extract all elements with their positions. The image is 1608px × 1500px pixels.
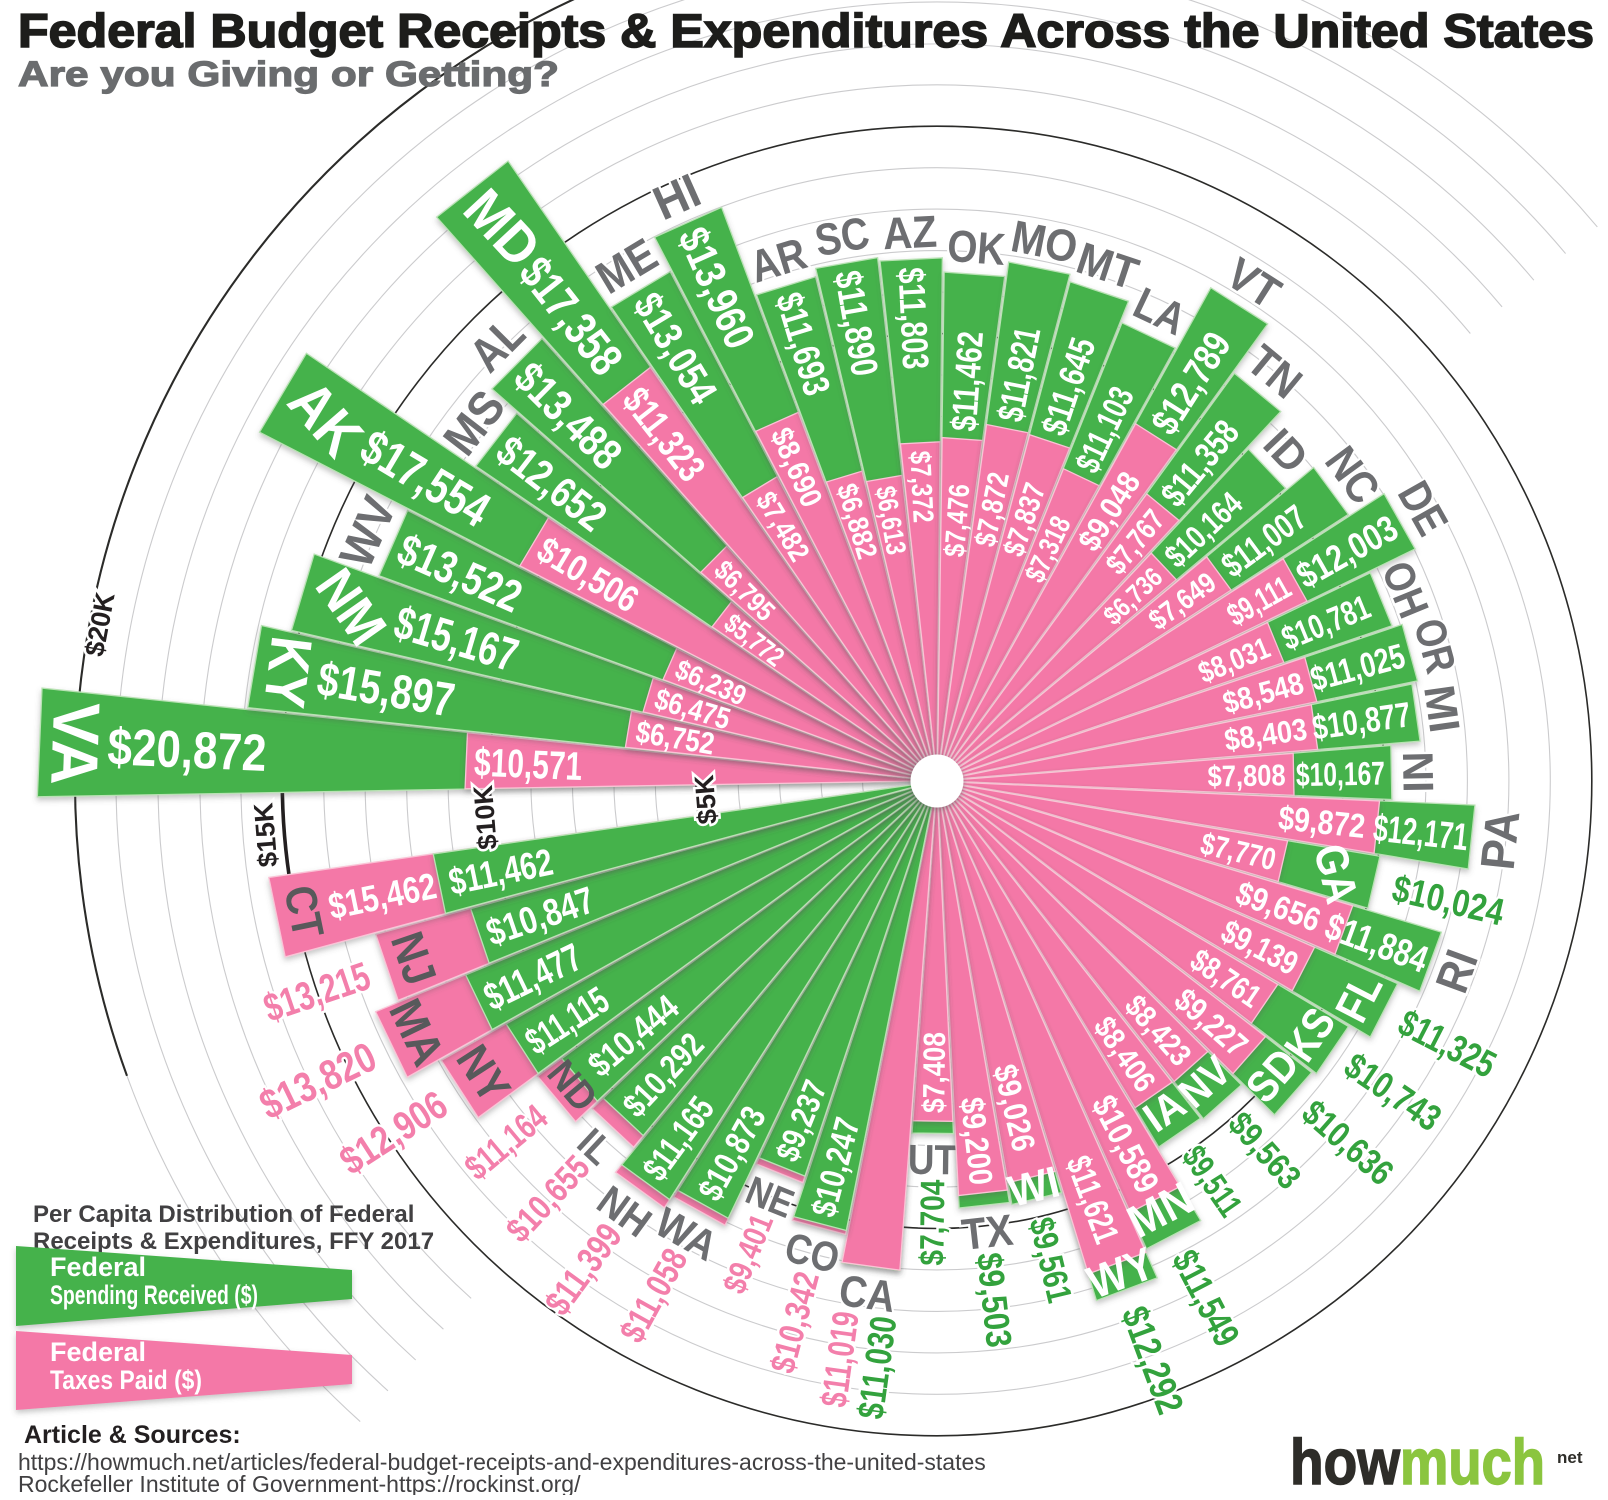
svg-text:Federal: Federal <box>50 1337 146 1367</box>
svg-text:$11,462: $11,462 <box>943 330 991 433</box>
svg-text:SC: SC <box>811 207 873 267</box>
svg-text:CT: CT <box>274 881 333 942</box>
svg-text:KY: KY <box>251 633 324 711</box>
svg-text:$10K: $10K <box>468 783 503 850</box>
svg-text:Spending Received ($): Spending Received ($) <box>50 1280 258 1310</box>
svg-text:$7,808: $7,808 <box>1207 759 1286 793</box>
svg-text:net: net <box>1557 1448 1583 1467</box>
svg-text:$7,476: $7,476 <box>939 483 976 558</box>
svg-text:Receipts & Expenditures, FFY 2: Receipts & Expenditures, FFY 2017 <box>33 1228 434 1255</box>
svg-text:WI: WI <box>1003 1157 1064 1216</box>
svg-text:$7,704: $7,704 <box>913 1179 952 1266</box>
svg-text:PA: PA <box>1472 808 1531 872</box>
svg-text:AZ: AZ <box>882 206 938 260</box>
svg-text:IN: IN <box>1394 751 1443 793</box>
svg-text:MI: MI <box>1414 682 1468 735</box>
svg-text:Federal: Federal <box>50 1252 146 1282</box>
svg-text:$10,571: $10,571 <box>473 741 583 790</box>
svg-text:$9,872: $9,872 <box>1276 799 1366 846</box>
svg-text:OK: OK <box>946 220 1008 275</box>
svg-text:how: how <box>1290 1426 1400 1495</box>
svg-text:$11,019: $11,019 <box>813 1309 867 1410</box>
svg-text:UT: UT <box>908 1136 958 1184</box>
svg-text:$7,408: $7,408 <box>916 1032 952 1113</box>
svg-text:Per Capita Distribution of Fed: Per Capita Distribution of Federal <box>33 1201 414 1228</box>
svg-text:much: much <box>1400 1426 1545 1495</box>
svg-text:Rockefeller Institute of Gover: Rockefeller Institute of Government-http… <box>18 1471 581 1495</box>
svg-text:Taxes Paid ($): Taxes Paid ($) <box>50 1365 202 1395</box>
svg-text:TX: TX <box>959 1206 1015 1260</box>
svg-text:https://howmuch.net/articles/f: https://howmuch.net/articles/federal-bud… <box>18 1449 986 1475</box>
svg-text:Article & Sources:: Article & Sources: <box>24 1421 241 1449</box>
svg-text:Federal Budget Receipts & Expe: Federal Budget Receipts & Expenditures A… <box>18 4 1594 57</box>
svg-text:Are you Giving or Getting?: Are you Giving or Getting? <box>18 55 559 94</box>
svg-text:$12,171: $12,171 <box>1371 808 1470 860</box>
svg-text:$20,872: $20,872 <box>106 718 267 783</box>
svg-text:CA: CA <box>836 1266 898 1322</box>
svg-text:$7,372: $7,372 <box>903 450 939 523</box>
svg-text:$11,803: $11,803 <box>890 266 936 370</box>
svg-text:$5K: $5K <box>689 773 723 825</box>
svg-text:VA: VA <box>37 701 114 787</box>
svg-text:$15K: $15K <box>248 801 283 868</box>
svg-text:$10,167: $10,167 <box>1296 755 1386 794</box>
